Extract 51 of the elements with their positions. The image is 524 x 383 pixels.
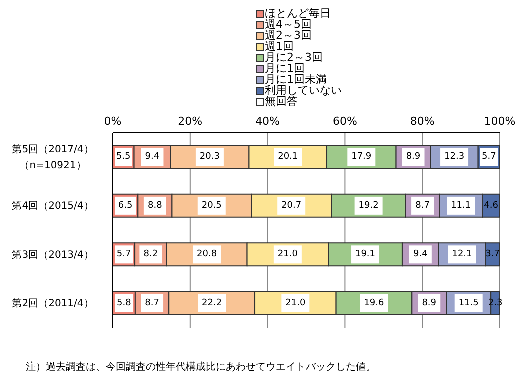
data-label: 20.5 [202,200,222,211]
legend-label: ほとんど毎日 [265,7,331,20]
data-label: 19.1 [355,250,376,260]
y-tick-label: 第4回（2015/4） [12,200,94,212]
data-label: 5.5 [116,152,131,162]
data-label: 4.6 [484,200,499,211]
data-label: 8.9 [422,298,437,308]
data-label: 11.5 [458,298,479,308]
x-tick-label: 60% [332,115,358,128]
data-label: 19.6 [364,298,385,308]
data-label: 9.4 [414,250,428,260]
data-label: 3.7 [486,250,500,260]
legend-label: 月に2～3回 [265,51,323,64]
legend-label: 週1回 [265,40,294,53]
x-tick-label: 40% [256,115,280,128]
data-label: 12.1 [452,250,472,260]
data-label: 6.5 [118,200,133,211]
legend-label: 月に1回 [265,62,305,75]
data-label: 8.9 [406,152,421,162]
data-label: 20.7 [282,200,302,211]
data-label: 21.0 [286,298,306,308]
data-label: 9.4 [145,152,160,162]
data-label: 12.3 [444,152,465,162]
legend-label: 週4～5回 [265,18,312,31]
x-tick-label: 20% [178,115,203,128]
data-label: 20.3 [200,152,220,162]
x-tick-label: 80% [410,115,435,128]
legend-label: 無回答 [265,95,298,108]
data-label: 20.8 [197,250,218,260]
y-tick-label: 第2回（2011/4） [12,297,94,310]
data-label: 5.7 [482,152,496,162]
legend-label: 月に1回未満 [265,73,327,86]
data-label: 22.2 [202,298,222,308]
data-label: 8.8 [148,200,163,211]
text: 注）過去調査は、今回調査の性年代構成比にあわせてウエイトバックした値。 [26,360,376,374]
y-tick-label: 第3回（2013/4） [12,248,94,260]
data-label: 11.1 [451,200,472,211]
legend-label: 利用していない [265,84,342,97]
data-label: 5.8 [117,298,132,308]
legend-label: 週2～3回 [265,29,312,42]
x-tick-label: 100% [484,115,516,128]
data-label: 21.0 [278,250,298,260]
data-label: 20.1 [278,152,298,162]
data-label: 5.7 [116,250,132,260]
data-label: 19.2 [358,200,379,211]
data-label: 17.9 [352,152,372,162]
data-label: 8.7 [145,298,160,308]
x-tick-label: 0% [104,115,122,128]
data-label: 8.2 [144,250,158,260]
data-label: 8.7 [416,200,430,211]
y-tick-label: 第5回（2017/4）（n=10921） [12,142,94,171]
